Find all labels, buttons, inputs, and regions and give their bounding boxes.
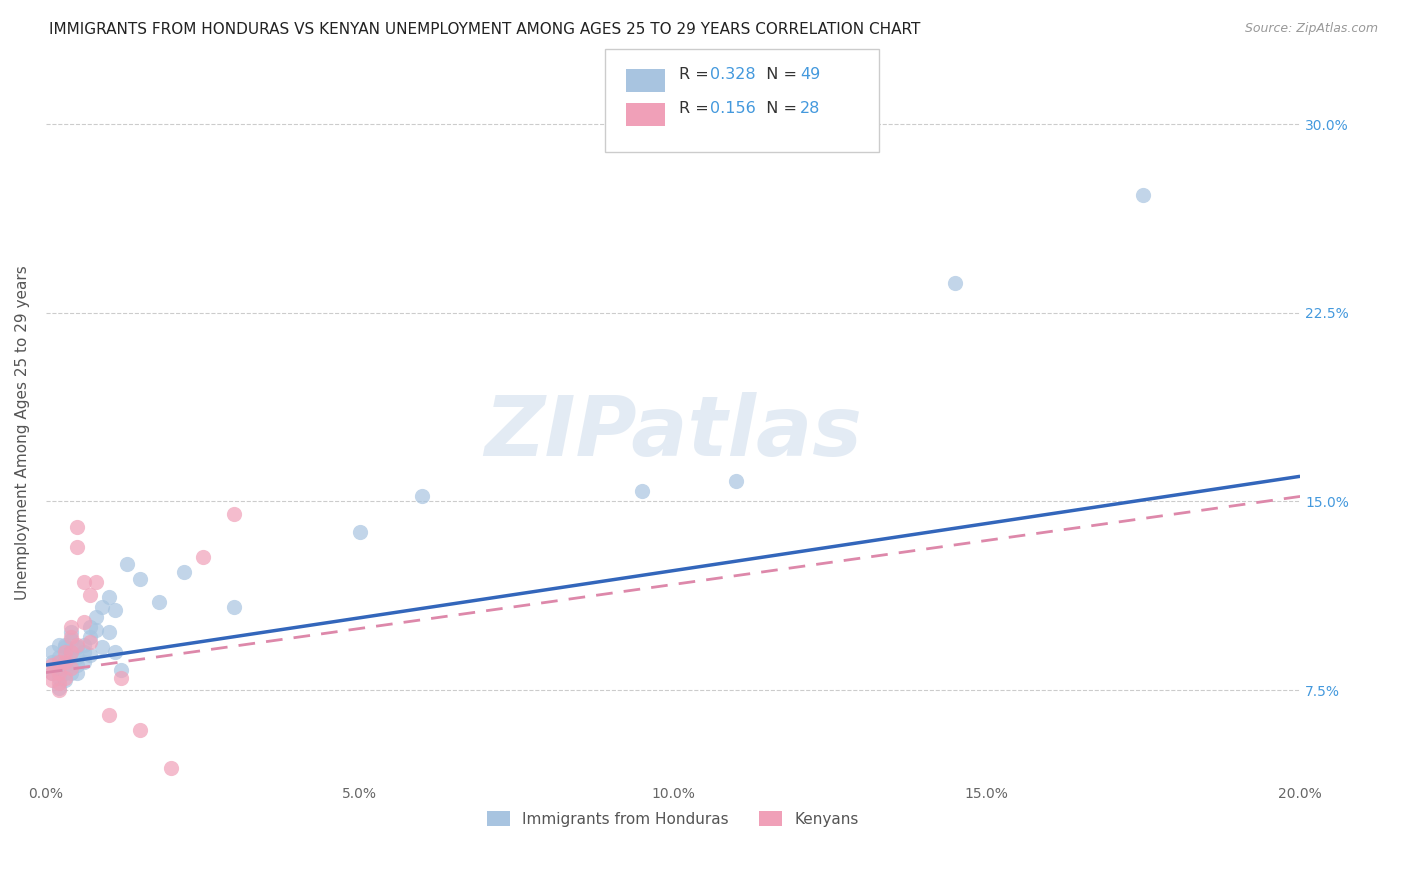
Point [41, 665, 63, 680]
Point [91, 600, 114, 615]
Point [222, 507, 245, 521]
Point [60, 645, 83, 659]
Point [66, 638, 89, 652]
Point [66, 650, 89, 665]
Point [48, 656, 70, 670]
Point [66, 540, 89, 554]
Point [53, 673, 76, 687]
Point [724, 475, 747, 489]
Point [72, 645, 94, 659]
Text: IMMIGRANTS FROM HONDURAS VS KENYAN UNEMPLOYMENT AMONG AGES 25 TO 29 YEARS CORREL: IMMIGRANTS FROM HONDURAS VS KENYAN UNEMP… [49, 22, 921, 37]
Point [41, 665, 63, 680]
Point [1132, 187, 1154, 202]
Point [84, 623, 107, 637]
Point [53, 650, 76, 665]
Point [48, 660, 70, 674]
Point [48, 671, 70, 685]
Text: 0.156: 0.156 [710, 102, 756, 116]
Point [91, 640, 114, 655]
Point [97, 625, 120, 640]
Point [48, 650, 70, 665]
Point [84, 574, 107, 589]
Text: R =: R = [679, 68, 714, 82]
Point [160, 761, 183, 775]
Point [104, 645, 127, 659]
Point [148, 595, 170, 609]
Point [41, 658, 63, 673]
Point [72, 615, 94, 630]
Point [53, 665, 76, 680]
Text: N =: N = [756, 102, 803, 116]
Point [48, 681, 70, 695]
Point [41, 673, 63, 687]
Point [191, 549, 214, 564]
Point [66, 658, 89, 673]
Point [72, 638, 94, 652]
Text: 49: 49 [800, 68, 820, 82]
Point [53, 671, 76, 685]
Point [60, 631, 83, 645]
Point [60, 665, 83, 680]
Point [79, 588, 101, 602]
Point [630, 484, 652, 499]
Point [79, 648, 101, 662]
Point [53, 640, 76, 655]
Point [97, 708, 120, 723]
Point [60, 645, 83, 659]
Point [60, 620, 83, 634]
Point [60, 653, 83, 667]
Point [66, 665, 89, 680]
Point [173, 565, 195, 579]
Point [66, 519, 89, 533]
Point [41, 645, 63, 659]
Point [48, 683, 70, 698]
Point [110, 671, 132, 685]
Point [79, 631, 101, 645]
Point [53, 638, 76, 652]
Point [79, 620, 101, 634]
Point [349, 524, 371, 539]
Point [222, 600, 245, 615]
Text: 28: 28 [800, 102, 820, 116]
Point [104, 602, 127, 616]
Point [97, 590, 120, 604]
Text: R =: R = [679, 102, 714, 116]
Point [943, 276, 966, 290]
Text: 0.328: 0.328 [710, 68, 755, 82]
Point [129, 723, 152, 738]
Point [411, 490, 433, 504]
Text: Source: ZipAtlas.com: Source: ZipAtlas.com [1244, 22, 1378, 36]
Point [60, 660, 83, 674]
Point [53, 645, 76, 659]
Point [53, 658, 76, 673]
Point [110, 663, 132, 677]
Point [48, 665, 70, 680]
Point [66, 640, 89, 655]
Point [60, 625, 83, 640]
Point [72, 574, 94, 589]
Point [117, 558, 139, 572]
Point [41, 656, 63, 670]
Y-axis label: Unemployment Among Ages 25 to 29 years: Unemployment Among Ages 25 to 29 years [15, 265, 30, 599]
Point [48, 675, 70, 690]
Point [79, 635, 101, 649]
Point [60, 632, 83, 647]
Point [53, 656, 76, 670]
Point [72, 656, 94, 670]
Text: ZIPatlas: ZIPatlas [484, 392, 862, 473]
Point [129, 573, 152, 587]
Point [84, 610, 107, 624]
Legend: Immigrants from Honduras, Kenyans: Immigrants from Honduras, Kenyans [481, 805, 865, 833]
Text: N =: N = [756, 68, 803, 82]
Point [48, 638, 70, 652]
